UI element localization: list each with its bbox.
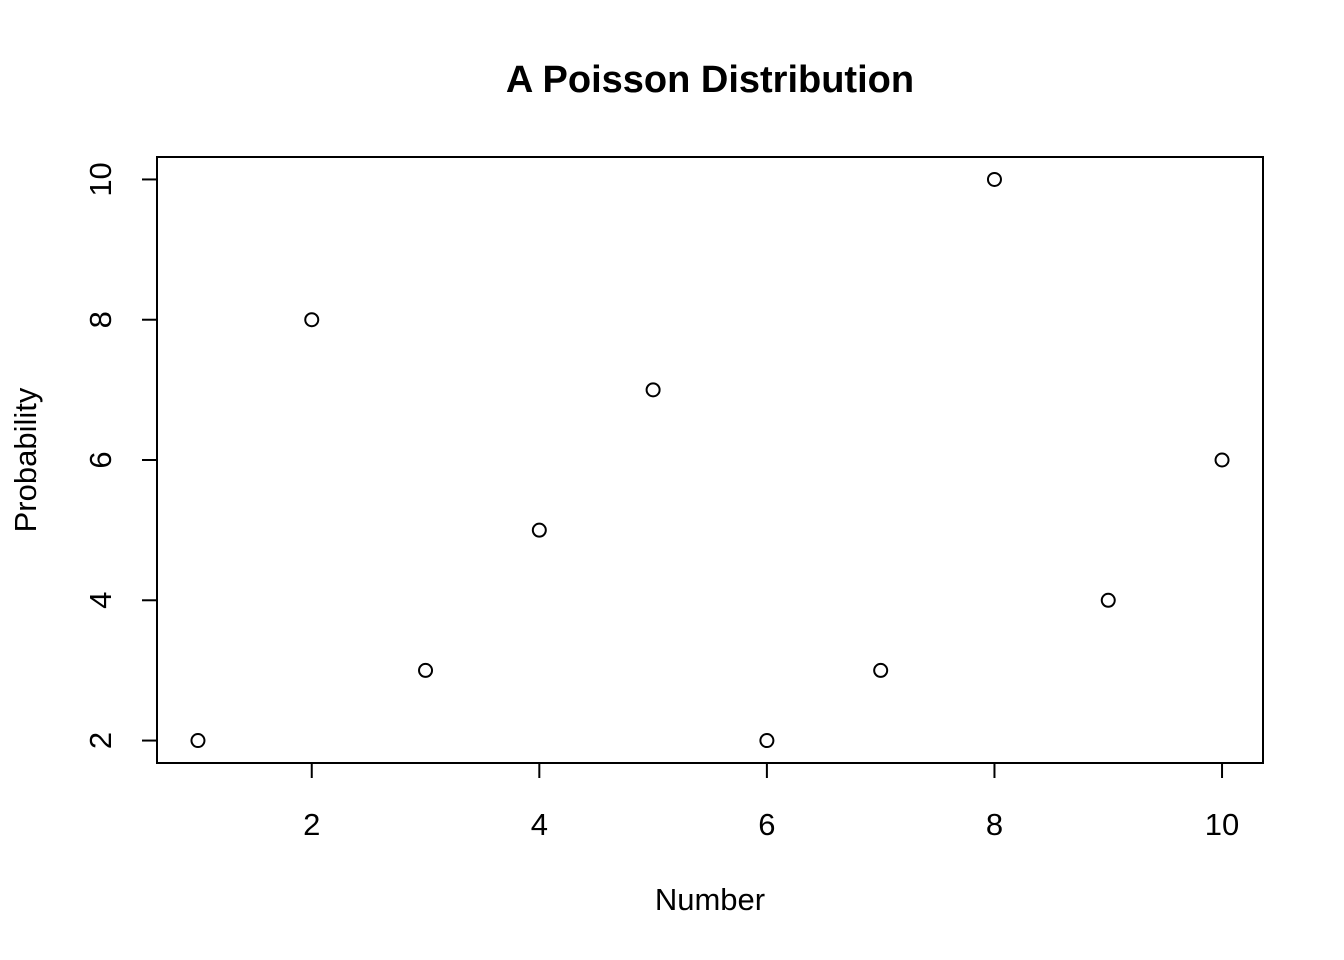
chart-title: A Poisson Distribution bbox=[506, 59, 914, 101]
x-axis: 2 4 6 8 10 bbox=[303, 762, 1239, 842]
data-point bbox=[190, 733, 206, 749]
data-point bbox=[1214, 452, 1230, 468]
x-tick-label: 8 bbox=[986, 807, 1003, 842]
data-point bbox=[873, 662, 889, 678]
data-point bbox=[759, 733, 775, 749]
data-point bbox=[531, 522, 547, 538]
data-point bbox=[986, 171, 1002, 187]
x-axis-label: Number bbox=[655, 882, 765, 917]
y-tick-label: 2 bbox=[83, 732, 118, 749]
data-point bbox=[304, 312, 320, 328]
data-point bbox=[418, 662, 434, 678]
x-tick-label: 4 bbox=[531, 807, 548, 842]
y-tick-label: 4 bbox=[83, 592, 118, 609]
y-tick-label: 6 bbox=[83, 451, 118, 468]
data-point bbox=[1100, 592, 1116, 608]
y-tick-label: 10 bbox=[83, 162, 118, 196]
data-points bbox=[190, 171, 1230, 749]
y-tick-label: 8 bbox=[83, 311, 118, 328]
x-tick-label: 6 bbox=[758, 807, 775, 842]
y-axis-label: Probability bbox=[8, 387, 43, 532]
y-axis: 2 4 6 8 10 bbox=[83, 162, 158, 749]
x-tick-label: 2 bbox=[303, 807, 320, 842]
data-point bbox=[645, 382, 661, 398]
x-tick-label: 10 bbox=[1205, 807, 1239, 842]
plot-area-frame bbox=[156, 156, 1264, 764]
